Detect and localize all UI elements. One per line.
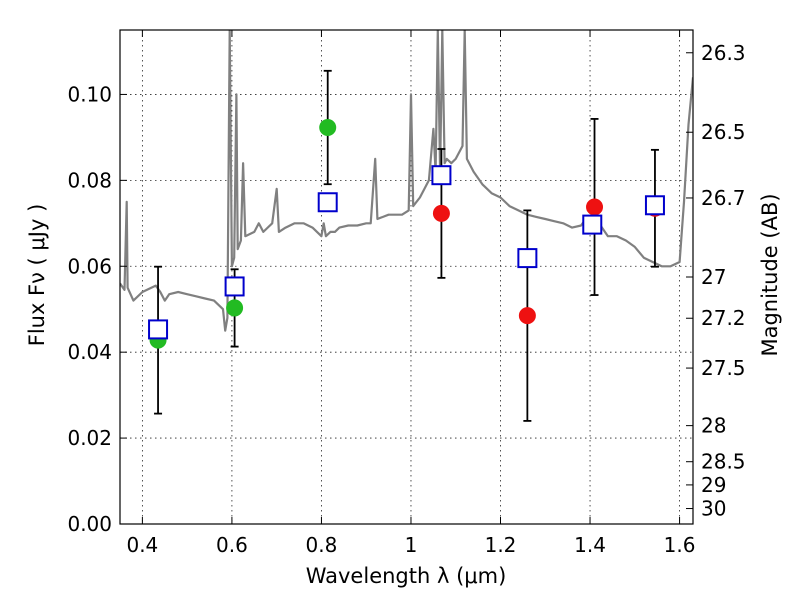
- detection-point: [586, 198, 604, 216]
- y2-tick-label: 27: [701, 265, 726, 289]
- marker-layer: [148, 119, 665, 349]
- grid-layer: [120, 30, 693, 525]
- y2-tick-label: 27.2: [701, 306, 746, 330]
- y2-tick-label: 26.5: [701, 120, 746, 144]
- model-photometry-square: [224, 276, 245, 297]
- model-photometry-square: [431, 165, 452, 186]
- y-tick-label: 0.02: [67, 426, 112, 450]
- x-tick-label: 1.4: [574, 533, 606, 557]
- x-tick-label: 0.6: [216, 533, 248, 557]
- model-photometry-square: [148, 319, 169, 340]
- y-tick-label: 0.00: [67, 512, 112, 536]
- model-photometry-square: [317, 192, 338, 213]
- y-tick-label: 0.08: [67, 168, 112, 192]
- x-axis-title: Wavelength λ (μm): [306, 564, 507, 588]
- plot-frame: [119, 29, 694, 525]
- model-photometry-square: [582, 214, 603, 235]
- y-tick-label: 0.04: [67, 340, 112, 364]
- detection-point: [226, 299, 244, 317]
- detection-point: [432, 204, 450, 222]
- x-tick-label: 0.8: [306, 533, 338, 557]
- x-tick-label: 1.6: [664, 533, 696, 557]
- axes-layer: 0.4 0.6 0.8 1 1.2 1.4 1.6 0.00 0.02 0.04 0.06 0.08 0…: [67, 29, 746, 557]
- y2-tick-label: 28.5: [701, 450, 746, 474]
- model-spectrum-layer: [120, 30, 693, 332]
- model-photometry-square: [517, 248, 538, 269]
- y2-tick-label: 28: [701, 414, 726, 438]
- y2-tick-label: 26.7: [701, 186, 746, 210]
- y2-tick-label: 29: [701, 473, 726, 497]
- detection-point: [319, 119, 337, 137]
- y-tick-label: 0.06: [67, 254, 112, 278]
- x-tick-label: 1.2: [485, 533, 517, 557]
- model-photometry-square: [644, 195, 665, 216]
- detection-point: [518, 307, 536, 325]
- x-tick-label: 1: [405, 533, 418, 557]
- y2-tick-label: 27.5: [701, 356, 746, 380]
- y2-tick-label: 26.3: [701, 41, 746, 65]
- y2-axis-title: Magnitude (AB): [758, 193, 782, 356]
- x-tick-label: 0.4: [126, 533, 158, 557]
- y-axis-title: Flux Fν ( μJy ): [25, 204, 49, 347]
- y-tick-label: 0.10: [67, 82, 112, 106]
- model-spectrum-line: [120, 30, 693, 332]
- y2-tick-label: 30: [701, 497, 726, 521]
